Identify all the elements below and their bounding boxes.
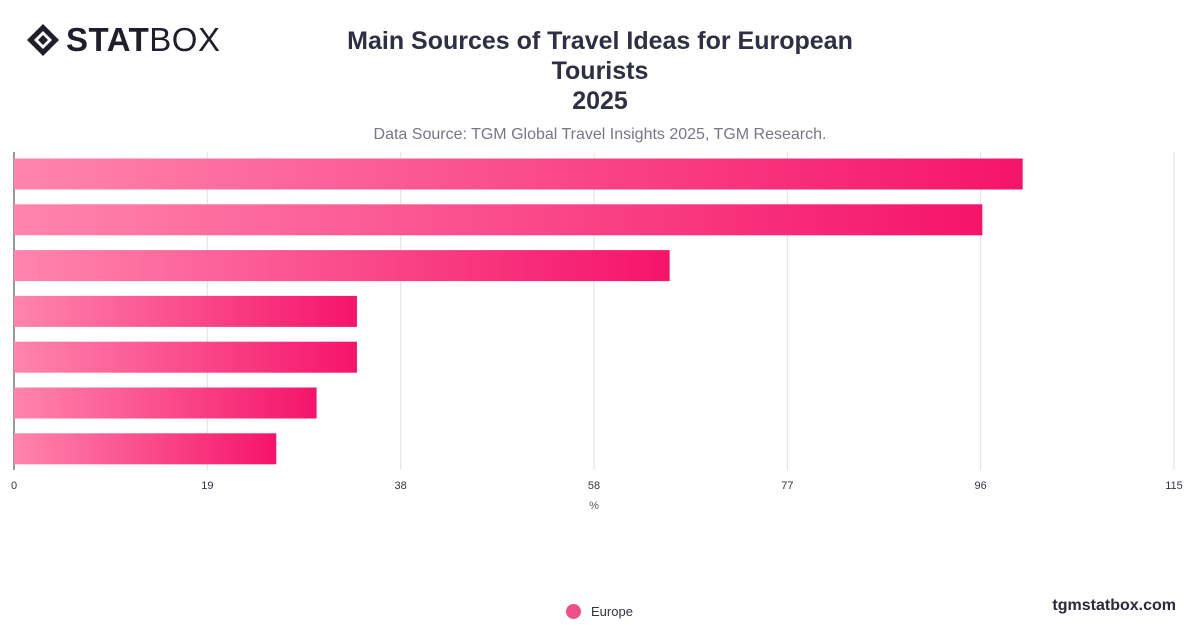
chart-title-line2: 2025 — [572, 87, 628, 115]
statbox-logo: STATBOX — [26, 21, 221, 58]
legend[interactable]: Europe — [566, 602, 633, 620]
x-tick-label: 0 — [11, 480, 17, 492]
chart-title-line1: Main Sources of Travel Ideas for Europea… — [347, 27, 853, 85]
x-tick-label: 115 — [1165, 480, 1183, 492]
bar-5[interactable] — [14, 341, 357, 373]
legend-marker-europe — [566, 603, 581, 619]
logo-text: STATBOX — [66, 21, 221, 58]
bar-1[interactable] — [14, 158, 1023, 190]
chart-subtitle: Data Source: TGM Global Travel Insights … — [373, 126, 827, 143]
bar-2[interactable] — [14, 204, 983, 236]
bar-6[interactable] — [14, 387, 317, 419]
chart-header: Main Sources of Travel Ideas for Europea… — [300, 26, 900, 144]
x-tick-label: 58 — [588, 480, 600, 492]
bar-7[interactable] — [14, 433, 277, 465]
diamond-logo-icon — [27, 24, 59, 56]
x-axis-ticks: 0 19 38 58 77 96 115 — [11, 480, 1183, 492]
x-tick-label: 77 — [781, 480, 793, 492]
legend-label-europe: Europe — [591, 603, 633, 619]
watermark: tgmstatbox.com — [1052, 597, 1176, 614]
x-tick-label: 96 — [975, 480, 987, 492]
bar-4[interactable] — [14, 295, 357, 327]
bars — [14, 158, 1023, 465]
x-tick-label: 19 — [201, 480, 213, 492]
x-axis-title: % — [589, 500, 599, 512]
chart-title: Main Sources of Travel Ideas for Europea… — [300, 26, 900, 116]
x-tick-label: 38 — [395, 480, 407, 492]
bar-3[interactable] — [14, 250, 670, 282]
